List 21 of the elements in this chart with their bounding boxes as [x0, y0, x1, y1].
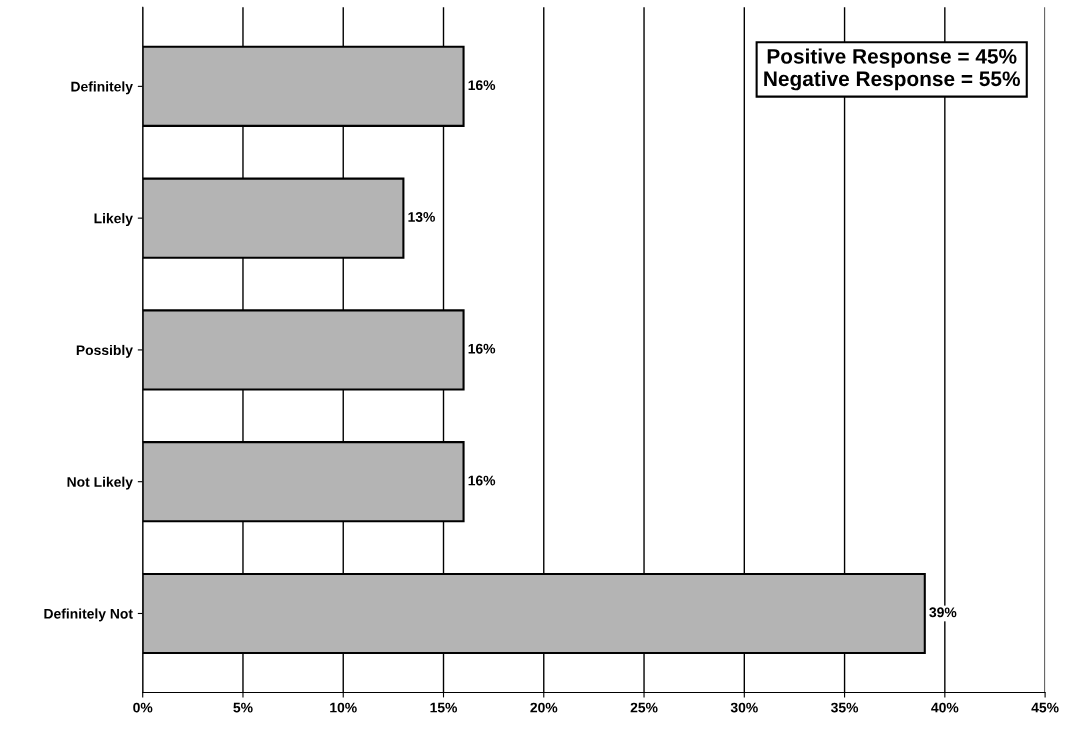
annotation: Positive Response = 45% Negative Response = 55% — [764, 48, 1020, 91]
x-tick-label: 45% — [1031, 702, 1059, 713]
x-tick-label: 40% — [931, 702, 959, 713]
data-label: 13% — [408, 212, 435, 222]
x-tick-label: 0% — [133, 702, 153, 713]
y-tick-label: Possibly — [76, 344, 133, 358]
data-label: 16% — [468, 475, 496, 486]
data-label: 16% — [468, 343, 496, 354]
x-tick-label: 15% — [430, 702, 458, 713]
x-tick-label: 20% — [530, 702, 558, 713]
y-tick-label: Definitely Not — [44, 608, 133, 622]
data-label: 39% — [929, 607, 957, 618]
x-tick-label: 10% — [330, 702, 357, 713]
x-tick-label: 30% — [730, 702, 758, 713]
data-label: 16% — [468, 80, 496, 91]
y-tick-label: Definitely — [71, 81, 133, 95]
y-tick-label: Not Likely — [67, 476, 133, 490]
x-tick-label: 35% — [830, 702, 859, 713]
x-tick-label: 25% — [630, 702, 658, 713]
y-tick-label: Likely — [94, 213, 133, 227]
x-tick-label: 5% — [233, 702, 253, 713]
